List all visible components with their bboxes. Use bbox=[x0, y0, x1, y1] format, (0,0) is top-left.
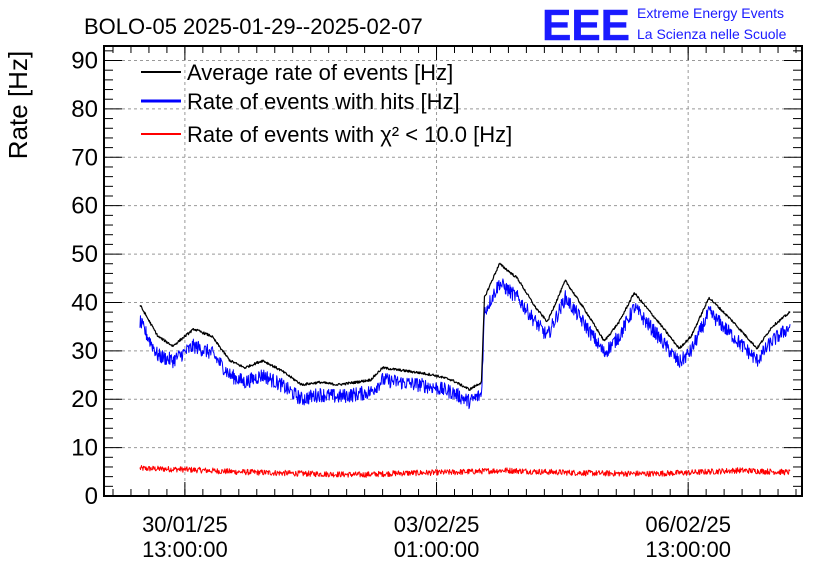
y-tick-label: 20 bbox=[71, 386, 98, 413]
y-axis-label: Rate [Hz] bbox=[3, 51, 33, 159]
x-tick-time: 13:00:00 bbox=[142, 537, 228, 562]
grid-lines bbox=[104, 46, 802, 496]
eee-logo-mark: EEE bbox=[542, 1, 630, 50]
x-tick-time: 01:00:00 bbox=[394, 537, 480, 562]
y-tick-label: 60 bbox=[71, 193, 98, 220]
series-line-2 bbox=[139, 465, 791, 478]
y-tick-labels: 0 10 20 30 40 50 60 70 80 90 bbox=[71, 48, 98, 510]
y-tick-label: 80 bbox=[71, 96, 98, 123]
eee-logo: EEE Extreme Energy Events La Scienza nel… bbox=[542, 1, 787, 51]
series-line-1 bbox=[139, 278, 791, 410]
axis-ticks bbox=[104, 46, 802, 497]
x-tick-date: 30/01/25 bbox=[142, 512, 228, 537]
y-tick-label: 0 bbox=[85, 483, 98, 510]
y-tick-label: 70 bbox=[71, 144, 98, 171]
y-tick-label: 10 bbox=[71, 435, 98, 462]
plot-frame bbox=[103, 45, 803, 497]
series-layer bbox=[139, 262, 791, 478]
logo-line-2: La Scienza nelle Scuole bbox=[637, 26, 787, 42]
legend-label-0: Average rate of events [Hz] bbox=[187, 60, 453, 85]
legend: Average rate of events [Hz] Rate of event… bbox=[141, 60, 512, 147]
x-tick-date: 03/02/25 bbox=[394, 512, 480, 537]
legend-label-2: Rate of events with χ² < 10.0 [Hz] bbox=[187, 122, 512, 147]
chart-title: BOLO-05 2025-01-29--2025-02-07 bbox=[84, 14, 423, 39]
y-tick-label: 50 bbox=[71, 241, 98, 268]
legend-label-1: Rate of events with hits [Hz] bbox=[187, 89, 460, 114]
series-line-0 bbox=[139, 262, 791, 391]
x-tick-labels: 30/01/2513:00:0003/02/2501:00:0006/02/25… bbox=[142, 512, 731, 562]
y-tick-label: 90 bbox=[71, 48, 98, 75]
logo-line-1: Extreme Energy Events bbox=[637, 5, 784, 21]
y-tick-label: 30 bbox=[71, 338, 98, 365]
y-tick-label: 40 bbox=[71, 289, 98, 316]
x-tick-time: 13:00:00 bbox=[645, 537, 731, 562]
x-tick-date: 06/02/25 bbox=[645, 512, 731, 537]
